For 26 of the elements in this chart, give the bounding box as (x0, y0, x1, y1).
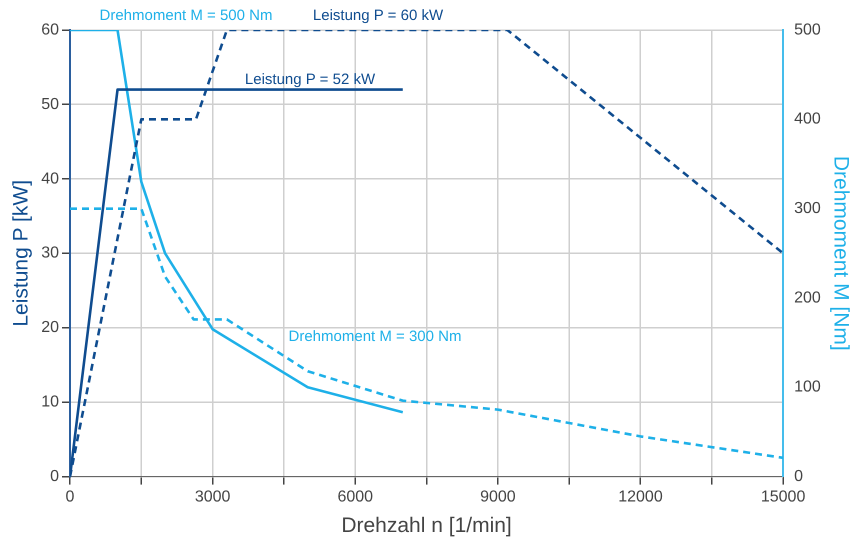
series-label: Drehmoment M = 500 Nm (100, 7, 272, 24)
y2-tick-label: 200 (794, 289, 821, 306)
y-tick-label: 20 (41, 319, 60, 336)
x-tick-label: 9000 (480, 488, 516, 506)
y-axis-title: Leistung P [kW] (9, 180, 32, 327)
y2-axis-title: Drehmoment M [Nm] (830, 156, 853, 351)
series-label: Drehmoment M = 300 Nm (288, 328, 462, 346)
y2-tick-label: 400 (794, 110, 821, 128)
y-tick-label: 40 (41, 170, 60, 188)
series-label: Leistung P = 52 kW (244, 71, 376, 88)
x-tick-label: 15000 (760, 488, 806, 506)
y2-tick-label: 0 (794, 468, 804, 486)
x-axis-title: Drehzahl n [1/min] (341, 514, 512, 538)
x-tick-label: 12000 (618, 488, 663, 506)
x-tick-label: 3000 (194, 488, 231, 506)
y-tick-label: 60 (41, 21, 60, 38)
x-tick-label: 0 (66, 488, 75, 506)
y2-tick-label: 500 (794, 21, 821, 38)
y-tick-label: 30 (41, 244, 60, 262)
y2-tick-label: 100 (794, 378, 821, 396)
y-tick-label: 0 (50, 468, 60, 486)
series-label: Leistung P = 60 kW (312, 7, 444, 24)
y2-tick-label: 300 (794, 200, 821, 218)
y-tick-label: 10 (41, 394, 60, 411)
y-tick-label: 50 (41, 96, 60, 113)
x-tick-label: 6000 (337, 488, 374, 506)
